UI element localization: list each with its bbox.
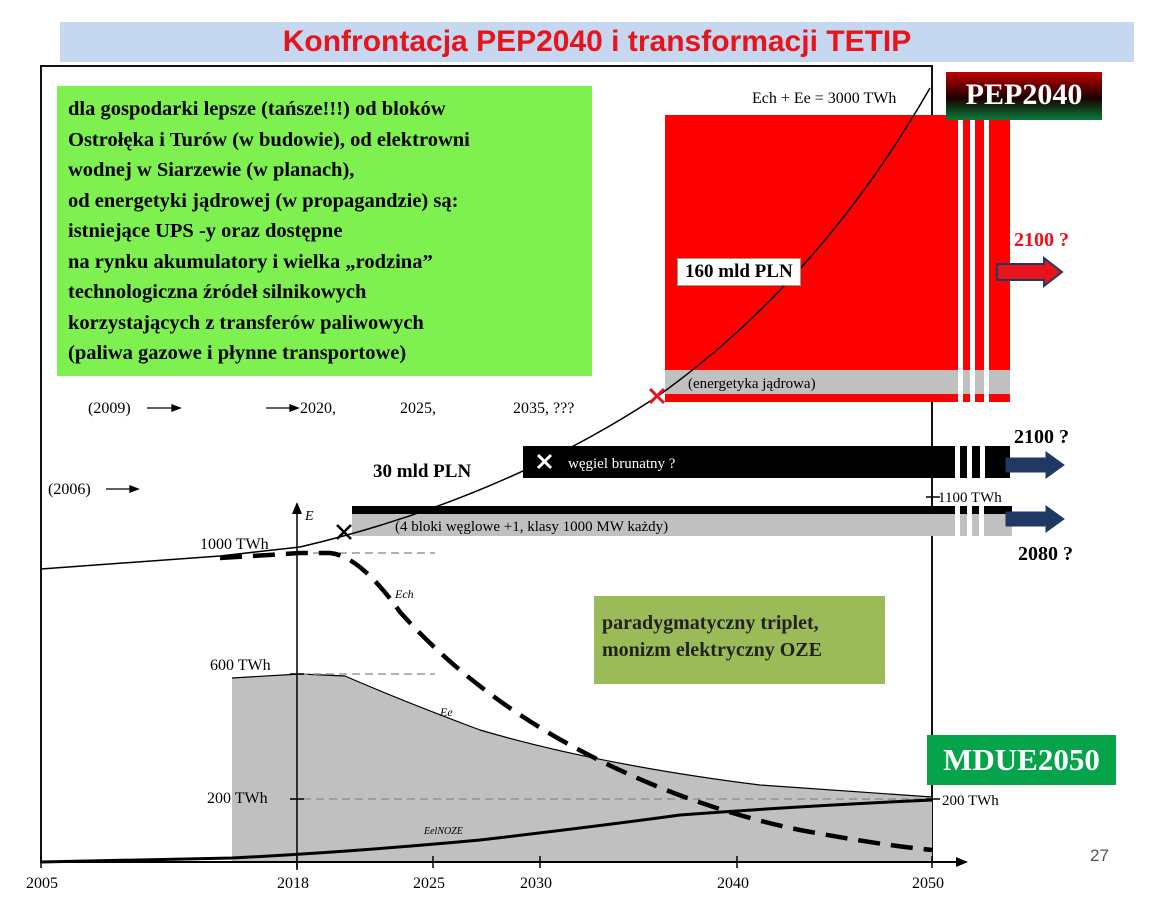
eelnoze-curve xyxy=(40,798,933,864)
timeline-2020: 2020, xyxy=(300,400,336,417)
cost-label-large: 160 mld PLN xyxy=(677,258,801,286)
x-tick-2050: 2050 xyxy=(912,875,944,892)
level-200-right-label: 200 TWh xyxy=(942,793,999,809)
x-tick-2005: 2005 xyxy=(26,875,58,892)
ee-curve xyxy=(231,673,933,798)
triplet-textbox: paradygmatyczny triplet, monizm elektryc… xyxy=(594,596,885,684)
lignite-horizon-label: 2100 ? xyxy=(1014,426,1069,448)
timeline-2035: 2035, ??? xyxy=(513,400,574,417)
eelnoze-curve-label: EelNOZE xyxy=(423,826,463,837)
y-level-600: 600 TWh xyxy=(210,657,271,674)
y-level-1000: 1000 TWh xyxy=(200,536,269,553)
advantages-line: Ostrołęka i Turów (w budowie), od elektr… xyxy=(68,128,470,151)
nuclear-break-3 xyxy=(984,115,989,402)
total-energy-label: Ech + Ee = 3000 TWh xyxy=(752,90,896,107)
level-1100-label: 1100 TWh xyxy=(938,490,1002,506)
nuclear-break-1 xyxy=(958,115,963,402)
lignite-band-label: węgiel brunatny ? xyxy=(568,456,676,472)
nuclear-grey-band xyxy=(665,370,1010,394)
y-axis-label: E xyxy=(304,509,314,524)
ech-curve xyxy=(219,550,933,853)
timeline-2025: 2025, xyxy=(400,400,436,417)
coal-band-label: (4 bloki węglowe +1, klasy 1000 MW każdy… xyxy=(395,519,668,535)
triplet-line-1: paradygmatyczny triplet, xyxy=(602,612,819,634)
advantages-line: na rynku akumulatory i wielka „rodzina” xyxy=(68,250,433,273)
ech-curve-label: Ech xyxy=(394,587,414,601)
x-tick-marks xyxy=(40,856,933,868)
advantages-line: korzystających z transferów paliwowych xyxy=(68,311,424,334)
ee-curve-label: Ee xyxy=(439,705,453,719)
page-number: 27 xyxy=(1090,846,1109,865)
nuclear-cross-marker xyxy=(648,387,666,405)
coal-cross-marker xyxy=(336,524,352,540)
lignite-cross-marker xyxy=(536,453,553,470)
advantages-line: wodnej w Siarzewie (w planach), xyxy=(68,159,355,181)
y-level-200: 200 TWh xyxy=(207,790,268,807)
advantages-line: od energetyki jądrowej (w propagandzie) … xyxy=(68,189,459,212)
coal-horizon-arrow xyxy=(1005,505,1065,533)
x-tick-2040: 2040 xyxy=(717,875,749,892)
slide-title: Konfrontacja PEP2040 i transformacji TET… xyxy=(60,22,1134,62)
mdue2050-badge: MDUE2050 xyxy=(927,735,1116,785)
ee-area xyxy=(232,674,932,862)
pep2040-badge: PEP2040 xyxy=(946,72,1102,120)
horizon-arrows xyxy=(996,255,1065,533)
advantages-line: (paliwa gazowe i płynne transportowe) xyxy=(68,342,407,364)
nuclear-break-2 xyxy=(970,115,975,402)
advantages-line: technologiczna źródeł silnikowych xyxy=(68,281,367,303)
lignite-band xyxy=(523,446,1010,478)
advantages-textbox: dla gospodarki lepsze (tańsze!!!) od blo… xyxy=(57,86,592,376)
x-tick-2025: 2025 xyxy=(413,875,445,892)
coal-horizon-label: 2080 ? xyxy=(1018,543,1073,565)
triplet-line-2: monizm elektryczny OZE xyxy=(602,639,822,661)
timeline-2009: (2009) xyxy=(88,400,131,417)
nuclear-horizon-arrow xyxy=(996,255,1064,289)
nuclear-band-label: (energetyka jądrowa) xyxy=(688,376,816,392)
advantages-line: istniejące UPS -y oraz dostępne xyxy=(68,220,343,242)
x-tick-2018: 2018 xyxy=(277,875,309,892)
nuclear-horizon-label: 2100 ? xyxy=(1014,229,1069,251)
timeline-2006: (2006) xyxy=(48,481,91,498)
cost-label-small: 30 mld PLN xyxy=(373,461,472,482)
lignite-horizon-arrow xyxy=(1005,451,1065,479)
advantages-line: dla gospodarki lepsze (tańsze!!!) od blo… xyxy=(68,98,446,120)
x-tick-2030: 2030 xyxy=(520,875,552,892)
